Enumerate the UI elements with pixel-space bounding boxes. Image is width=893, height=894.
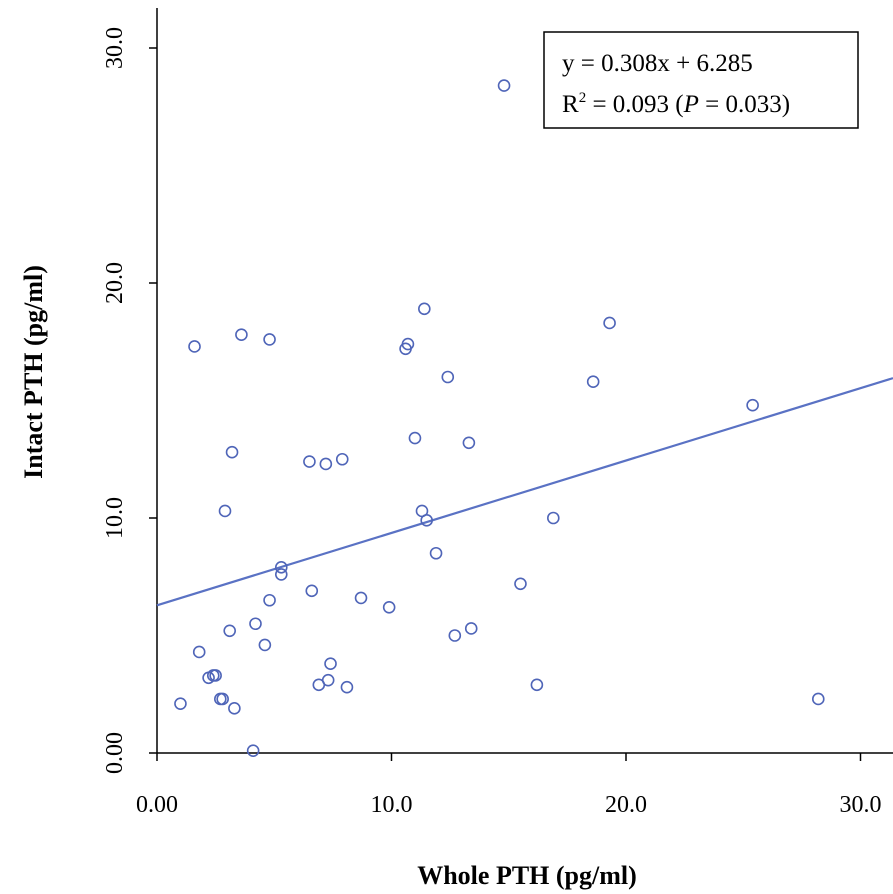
data-point (418, 302, 431, 316)
data-point (464, 622, 478, 635)
x-tick-label: 30.0 (840, 792, 882, 818)
r-superscript: 2 (579, 90, 587, 106)
points-group (174, 79, 825, 757)
data-point (274, 561, 288, 574)
y-tick-label: 0.00 (102, 732, 128, 774)
data-point (420, 514, 433, 527)
data-point (811, 692, 825, 706)
r-squared-value: = 0.093 ( (586, 91, 683, 118)
data-point (586, 375, 600, 389)
data-point (305, 584, 319, 598)
data-point (263, 333, 276, 346)
r-squared-line: R2 = 0.093 (P = 0.033) (562, 90, 790, 118)
data-point (448, 629, 462, 642)
data-point (192, 645, 206, 659)
data-point (746, 398, 759, 412)
data-point (258, 638, 272, 652)
data-point (462, 436, 476, 450)
data-point (216, 692, 229, 706)
data-point (530, 678, 544, 692)
data-point (209, 669, 222, 682)
x-axis-label: Whole PTH (pg/ml) (417, 861, 637, 890)
x-tick-label: 0.00 (136, 792, 178, 818)
ticks: 0.00 10.0 20.0 30.0 0.00 10.0 20.0 30.0 (102, 27, 882, 818)
axes (156, 8, 893, 754)
x-tick-label: 20.0 (605, 792, 647, 818)
trendline-group (156, 377, 893, 607)
data-point (547, 511, 560, 525)
data-point (335, 452, 349, 466)
data-point (429, 546, 443, 560)
y-tick-label: 20.0 (102, 262, 128, 304)
data-point (382, 600, 396, 614)
data-point (401, 337, 415, 351)
y-tick-label: 10.0 (102, 497, 128, 539)
data-point (319, 457, 333, 471)
equation-box: y = 0.308x + 6.285 R2 = 0.093 (P = 0.033… (543, 31, 859, 129)
data-point (321, 673, 335, 687)
data-point (235, 328, 248, 342)
data-point (514, 577, 527, 591)
data-point (497, 79, 511, 92)
data-point (263, 593, 276, 607)
r-label: R (562, 91, 579, 118)
data-point (249, 617, 262, 631)
data-point (218, 504, 232, 518)
p-value: = 0.033) (699, 91, 790, 118)
p-label: P (683, 91, 699, 118)
data-point (174, 697, 187, 710)
data-point (408, 431, 422, 445)
data-point (340, 680, 354, 694)
data-point (603, 316, 616, 330)
data-point (188, 340, 201, 353)
trendline (156, 377, 893, 607)
y-axis-label: Intact PTH (pg/ml) (19, 265, 48, 479)
data-point (228, 702, 241, 715)
data-point (246, 744, 260, 757)
data-point (354, 591, 368, 605)
equation-box-frame (543, 31, 859, 129)
data-point (303, 455, 316, 468)
y-tick-label: 30.0 (102, 27, 128, 69)
data-point (324, 657, 337, 671)
data-point (274, 568, 288, 581)
data-point (441, 370, 455, 384)
x-tick-label: 10.0 (371, 792, 413, 818)
data-point (225, 445, 239, 459)
data-point (223, 624, 236, 638)
equation-line: y = 0.308x + 6.285 (562, 50, 753, 77)
